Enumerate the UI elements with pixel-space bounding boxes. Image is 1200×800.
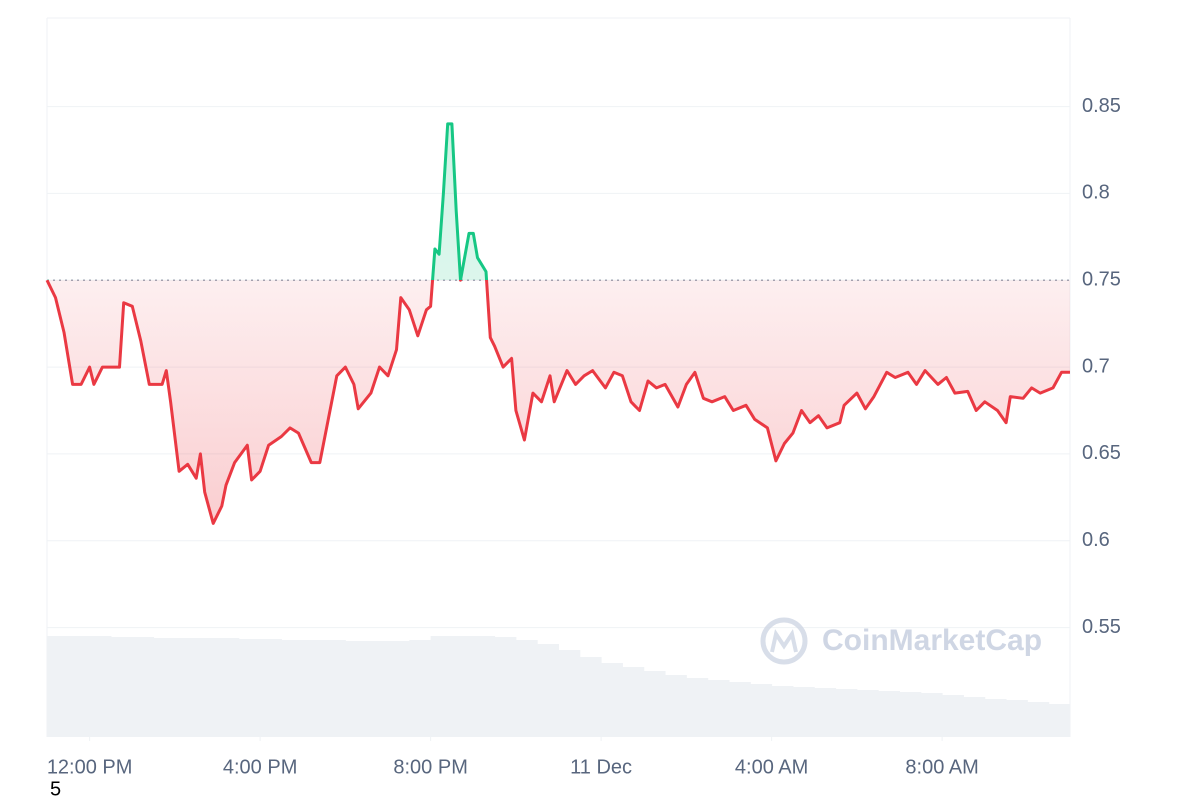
volume-bar [686, 678, 709, 737]
y-tick-label: 0.75 [1082, 269, 1121, 291]
volume-bar [942, 695, 964, 737]
volume-bar [451, 636, 474, 737]
volume-bar [217, 638, 240, 737]
y-tick-label: 0.7 [1082, 355, 1110, 377]
volume-bar [899, 692, 922, 737]
volume-bar [707, 680, 730, 737]
volume-bar [601, 663, 623, 737]
volume-bar [515, 640, 538, 737]
x-tick-label: 4:00 AM [735, 756, 808, 778]
volume-bar [409, 640, 432, 737]
volume-bar [792, 687, 815, 737]
volume-bar [963, 697, 986, 737]
volume-bar [473, 636, 496, 737]
volume-bar [537, 644, 559, 737]
volume-bar [579, 657, 602, 737]
volume-bar [89, 636, 112, 737]
x-tick-label: 8:00 PM [393, 756, 467, 778]
volume-bar [1048, 704, 1071, 737]
volume-bar [238, 639, 261, 737]
price-area [47, 123, 1070, 524]
volume-bar [430, 636, 453, 737]
volume-bar [814, 688, 837, 737]
volume-bar [622, 667, 645, 737]
volume-bar [281, 640, 304, 737]
volume-bar [196, 638, 218, 737]
watermark-logo [760, 617, 808, 665]
price-line [45, 122, 1070, 525]
volume-bar [835, 689, 858, 737]
volume-bar [260, 639, 282, 737]
volume-bar [494, 637, 517, 737]
volume-bar [643, 671, 666, 737]
volume-bar [345, 641, 368, 737]
volume-bar [132, 637, 155, 737]
volume-bar [153, 638, 176, 737]
volume-bar [47, 636, 69, 737]
x-tick-label: 8:00 AM [905, 756, 978, 778]
volume-bar [750, 684, 773, 737]
volume-bar [984, 699, 1007, 737]
volume-bar [1006, 700, 1028, 737]
volume-bar [729, 682, 751, 737]
volume-bar [68, 636, 91, 737]
y-tick-label: 0.8 [1082, 182, 1110, 204]
footnote: 5 [50, 778, 61, 800]
volume-bar [324, 640, 346, 737]
volume-bar [558, 650, 581, 737]
volume-bar [366, 641, 389, 737]
volume-bar [302, 640, 325, 737]
volume-bar [1027, 702, 1050, 737]
volume-bar [920, 693, 943, 737]
volume-bar [665, 675, 687, 737]
y-tick-label: 0.85 [1082, 95, 1121, 117]
x-tick-label: 11 Dec [570, 756, 632, 778]
volume-bar [856, 690, 879, 737]
plot [45, 122, 1070, 525]
y-tick-label: 0.6 [1082, 529, 1110, 551]
x-tick-label: 12:00 PM [47, 756, 133, 778]
volume-bar [878, 691, 900, 737]
watermark: CoinMarketCap [822, 624, 1042, 657]
volume [47, 636, 1071, 737]
volume-bar [771, 686, 794, 737]
volume-bar [388, 641, 410, 737]
volume-bar [110, 637, 133, 737]
y-tick-label: 0.65 [1082, 442, 1121, 464]
volume-bar [174, 638, 197, 737]
y-tick-label: 0.55 [1082, 616, 1121, 638]
x-tick-label: 4:00 PM [223, 756, 297, 778]
